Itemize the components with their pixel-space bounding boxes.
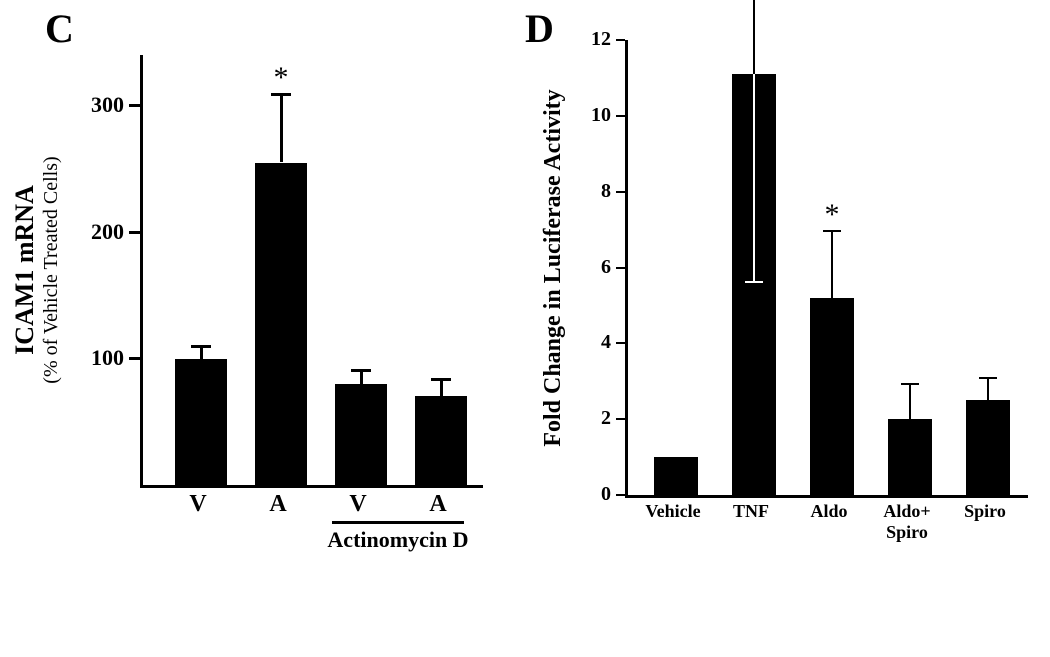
bar: [810, 298, 854, 495]
plot-area-C: *: [140, 55, 483, 488]
plot-area-D: **: [625, 40, 1028, 498]
error-cap: [979, 377, 997, 379]
x-label: V: [313, 491, 403, 518]
panel-letter-C: C: [45, 5, 74, 52]
bar: [415, 396, 467, 485]
y-tick: [616, 115, 625, 117]
x-label: Vehicle: [628, 501, 718, 522]
error-bar: [909, 383, 911, 419]
error-cap: [351, 369, 371, 372]
significance-marker: *: [817, 198, 847, 232]
y-tick: [129, 104, 140, 107]
y-tick: [616, 191, 625, 193]
group-label: Actinomycin D: [312, 527, 484, 553]
figure-root: C * 100 200 300ICAM1 mRNA(% of Vehicle Treat…: [0, 0, 1050, 657]
bar: [335, 384, 387, 485]
error-cap: [901, 383, 919, 385]
error-cap: [191, 345, 211, 348]
y-tick: [616, 267, 625, 269]
error-bar-lower: [753, 74, 755, 283]
y-axis-title: ICAM1 mRNA(% of Vehicle Treated Cells): [10, 70, 70, 470]
y-tick: [616, 342, 625, 344]
y-tick-label: 300: [69, 92, 124, 118]
bar: [654, 457, 698, 495]
x-label: V: [153, 491, 243, 518]
x-label: Aldo+Spiro: [862, 501, 952, 543]
y-tick: [129, 357, 140, 360]
error-bar: [280, 93, 283, 163]
bar: [175, 359, 227, 485]
y-axis-title: Fold Change in Luciferase Activity: [540, 38, 570, 498]
x-label: A: [233, 491, 323, 518]
y-tick-label: 200: [69, 219, 124, 245]
error-cap: [431, 378, 451, 381]
y-tick: [616, 418, 625, 420]
x-label: Spiro: [940, 501, 1030, 522]
error-bar: [987, 377, 989, 400]
bar: [966, 400, 1010, 495]
error-bar: [831, 230, 833, 298]
bar: [255, 163, 307, 486]
y-tick-label: 100: [69, 345, 124, 371]
y-tick: [616, 494, 625, 496]
x-label: Aldo: [784, 501, 874, 522]
group-underline: [332, 521, 464, 524]
x-label: TNF: [706, 501, 796, 522]
y-tick: [129, 231, 140, 234]
error-bar: [753, 0, 755, 74]
y-tick: [616, 39, 625, 41]
bar: [888, 419, 932, 495]
error-cap-lower: [745, 281, 763, 283]
x-label: A: [393, 491, 483, 518]
significance-marker: *: [266, 61, 296, 95]
